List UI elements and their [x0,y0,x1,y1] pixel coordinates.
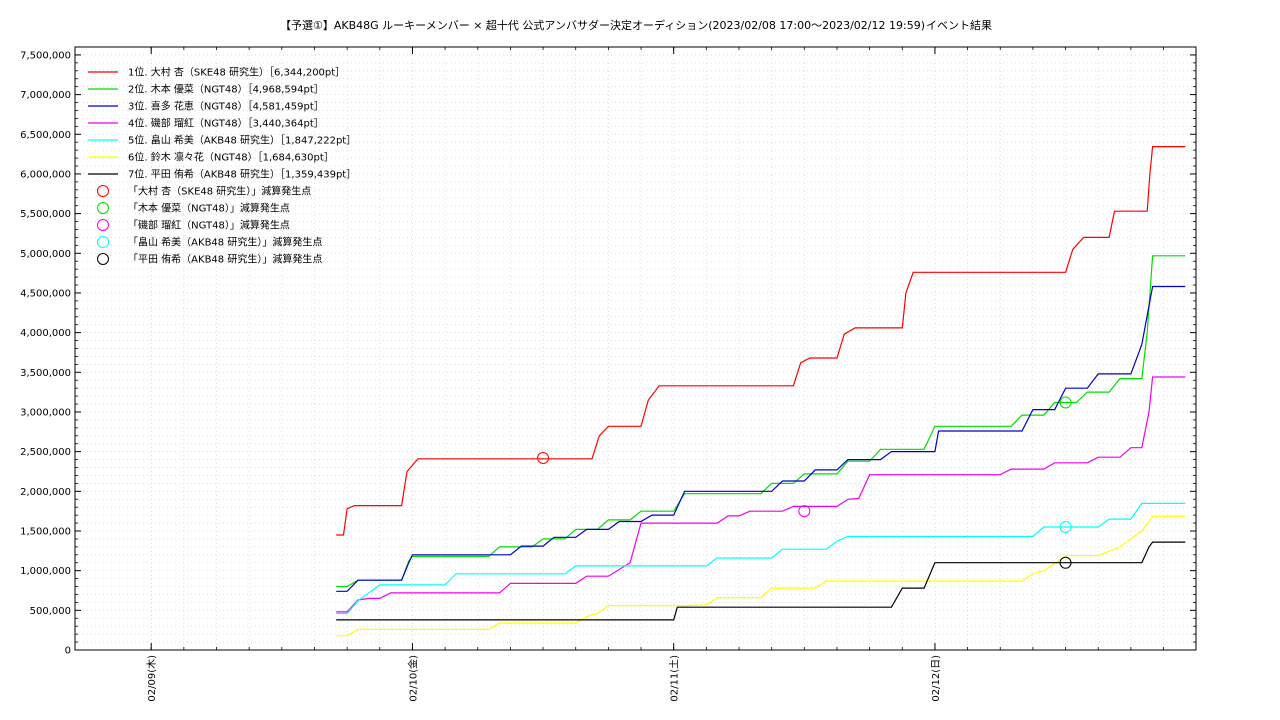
legend-swatch-marker [97,253,109,265]
x-tick-label: 02/09(木) [146,655,158,702]
legend-label: 「磯部 瑠紅（NGT48）」減算発生点 [128,219,290,232]
y-tick-label: 0 [65,646,71,657]
chart-subtitle: イベント結果 [926,18,992,32]
x-tick-label: 02/11(土) [668,655,681,702]
y-tick-label: 4,500,000 [20,288,71,299]
series-line [336,285,1186,592]
y-axis: 0 500,000 1,000,000 1,500,000 2,000,000 2,500… [20,50,1196,657]
y-tick-label: 4,000,000 [20,328,71,339]
series-line [336,502,1186,615]
series-lines [336,146,1186,637]
series-line [336,541,1186,621]
series-line [336,146,1186,536]
legend-swatch-marker [97,236,109,248]
legend-label: 「平田 侑希（AKB48 研究生）」減算発生点 [128,253,322,266]
x-tick-label: 02/12(日) [931,655,942,702]
legend: 1位. 大村 杏（SKE48 研究生）［6,344,200pt］ 2位. 木本 優… [88,66,356,266]
marker-point [1059,521,1072,534]
y-tick-label: 500,000 [30,606,71,617]
legend-label: 7位. 平田 侑希（AKB48 研究生）［1,359,439pt］ [128,168,356,181]
y-tick-label: 1,500,000 [20,526,71,537]
legend-label: 「大村 杏（SKE48 研究生）」減算発生点 [128,185,311,198]
y-tick-label: 7,500,000 [20,50,71,61]
y-tick-label: 3,500,000 [20,368,71,379]
y-tick-label: 5,000,000 [20,249,71,260]
y-tick-label: 6,500,000 [20,130,71,141]
legend-label: 「木本 優菜（NGT48）」減算発生点 [128,202,290,215]
series-line [336,376,1186,613]
series-line [336,255,1186,588]
legend-label: 2位. 木本 優菜（NGT48）［4,968,594pt］ [128,83,324,96]
marker-point [537,451,550,464]
legend-label: 5位. 畠山 希美（AKB48 研究生）［1,847,222pt］ [128,134,356,147]
legend-swatch-marker [97,185,109,197]
y-tick-label: 1,000,000 [20,566,71,577]
legend-swatch-marker [97,202,109,214]
chart-title: 【予選①】AKB48G ルーキーメンバー × 超十代 公式アンバサダー決定オーデ… [280,18,925,32]
y-tick-label: 5,500,000 [20,209,71,220]
x-axis: 02/09(木) 02/10(金) 02/11(土) 02/12(日) [146,47,1164,702]
marker-point [1059,556,1072,569]
legend-swatch-marker [97,219,109,231]
legend-label: 4位. 磯部 瑠紅（NGT48）［3,440,364pt］ [128,117,324,130]
legend-label: 6位. 鈴木 凛々花（NGT48）［1,684,630pt］ [128,151,334,164]
marker-points [537,396,1072,569]
legend-label: 3位. 喜多 花恵（NGT48）［4,581,459pt］ [128,100,324,113]
marker-point [1059,396,1072,409]
y-tick-label: 3,000,000 [20,407,71,418]
series-line [336,515,1186,637]
plot-frame [74,46,1197,651]
y-tick-label: 2,500,000 [20,447,71,458]
legend-label: 「畠山 希美（AKB48 研究生）」減算発生点 [128,236,322,249]
grid [75,47,1196,650]
x-tick-label: 02/10(金) [406,655,419,702]
marker-point [798,505,811,518]
y-tick-label: 2,000,000 [20,487,71,498]
legend-label: 1位. 大村 杏（SKE48 研究生）［6,344,200pt］ [128,66,345,79]
y-tick-label: 7,000,000 [20,90,71,101]
y-tick-label: 6,000,000 [20,169,71,180]
